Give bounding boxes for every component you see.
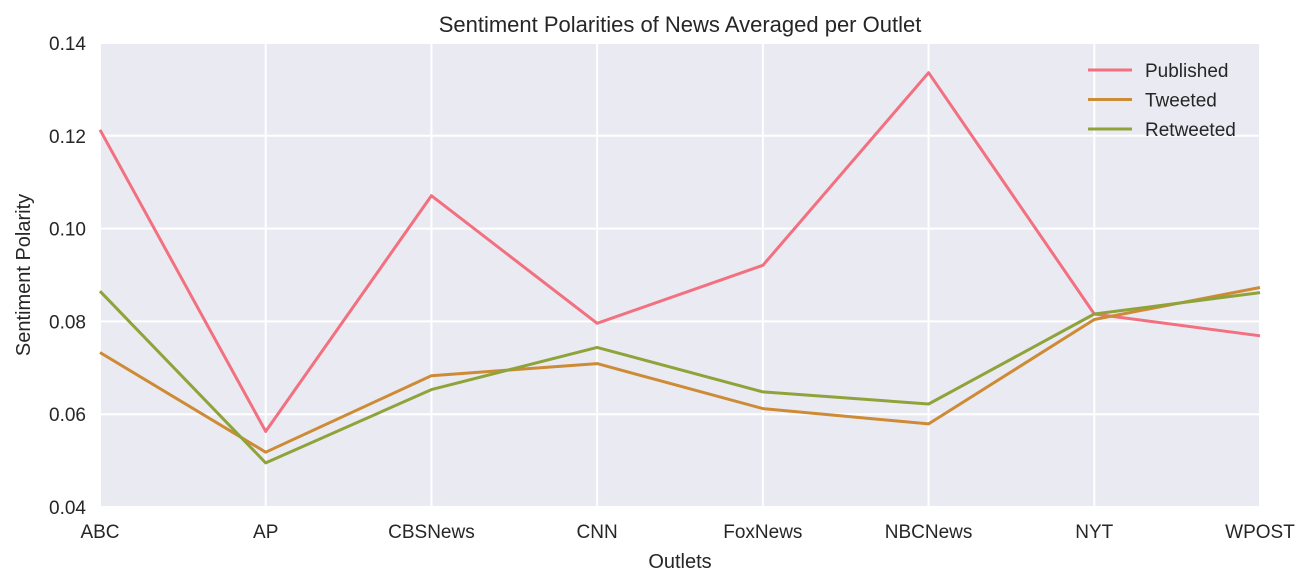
y-tick-label: 0.04 — [49, 498, 86, 519]
y-tick-label: 0.06 — [49, 405, 86, 426]
series-line-published — [98, 71, 1261, 433]
x-tick-label: AP — [253, 522, 278, 543]
legend: Published Tweeted Retweeted — [1088, 61, 1236, 141]
legend-label-retweeted: Retweeted — [1145, 120, 1236, 141]
legend-label-tweeted: Tweeted — [1145, 91, 1217, 112]
x-tick-label: NBCNews — [885, 522, 973, 543]
legend-label-published: Published — [1145, 61, 1228, 82]
chart-title: Sentiment Polarities of News Averaged pe… — [439, 12, 922, 37]
x-tick-label: WPOST — [1225, 522, 1295, 543]
y-tick-label: 0.10 — [49, 220, 86, 241]
x-tick-label: CNN — [577, 522, 618, 543]
y-tick-label: 0.14 — [49, 34, 86, 55]
x-tick-label: ABC — [80, 522, 119, 543]
series-line-tweeted — [99, 286, 1261, 454]
x-tick-label: CBSNews — [388, 522, 475, 543]
x-axis-label: Outlets — [648, 551, 711, 573]
x-tick-label: NYT — [1075, 522, 1113, 543]
y-axis-label: Sentiment Polarity — [13, 194, 35, 356]
plot-background — [100, 43, 1260, 507]
series-lines — [98, 71, 1261, 465]
x-tick-label: FoxNews — [723, 522, 802, 543]
y-tick-label: 0.12 — [49, 127, 86, 148]
y-tick-label: 0.08 — [49, 312, 86, 333]
y-tick-labels: 0.04 0.06 0.08 0.10 0.12 0.14 — [49, 34, 86, 519]
x-tick-labels: ABC AP CBSNews CNN FoxNews NBCNews NYT WPOST — [80, 522, 1295, 543]
gridlines — [99, 42, 1261, 508]
series-line-retweeted — [98, 290, 1261, 465]
